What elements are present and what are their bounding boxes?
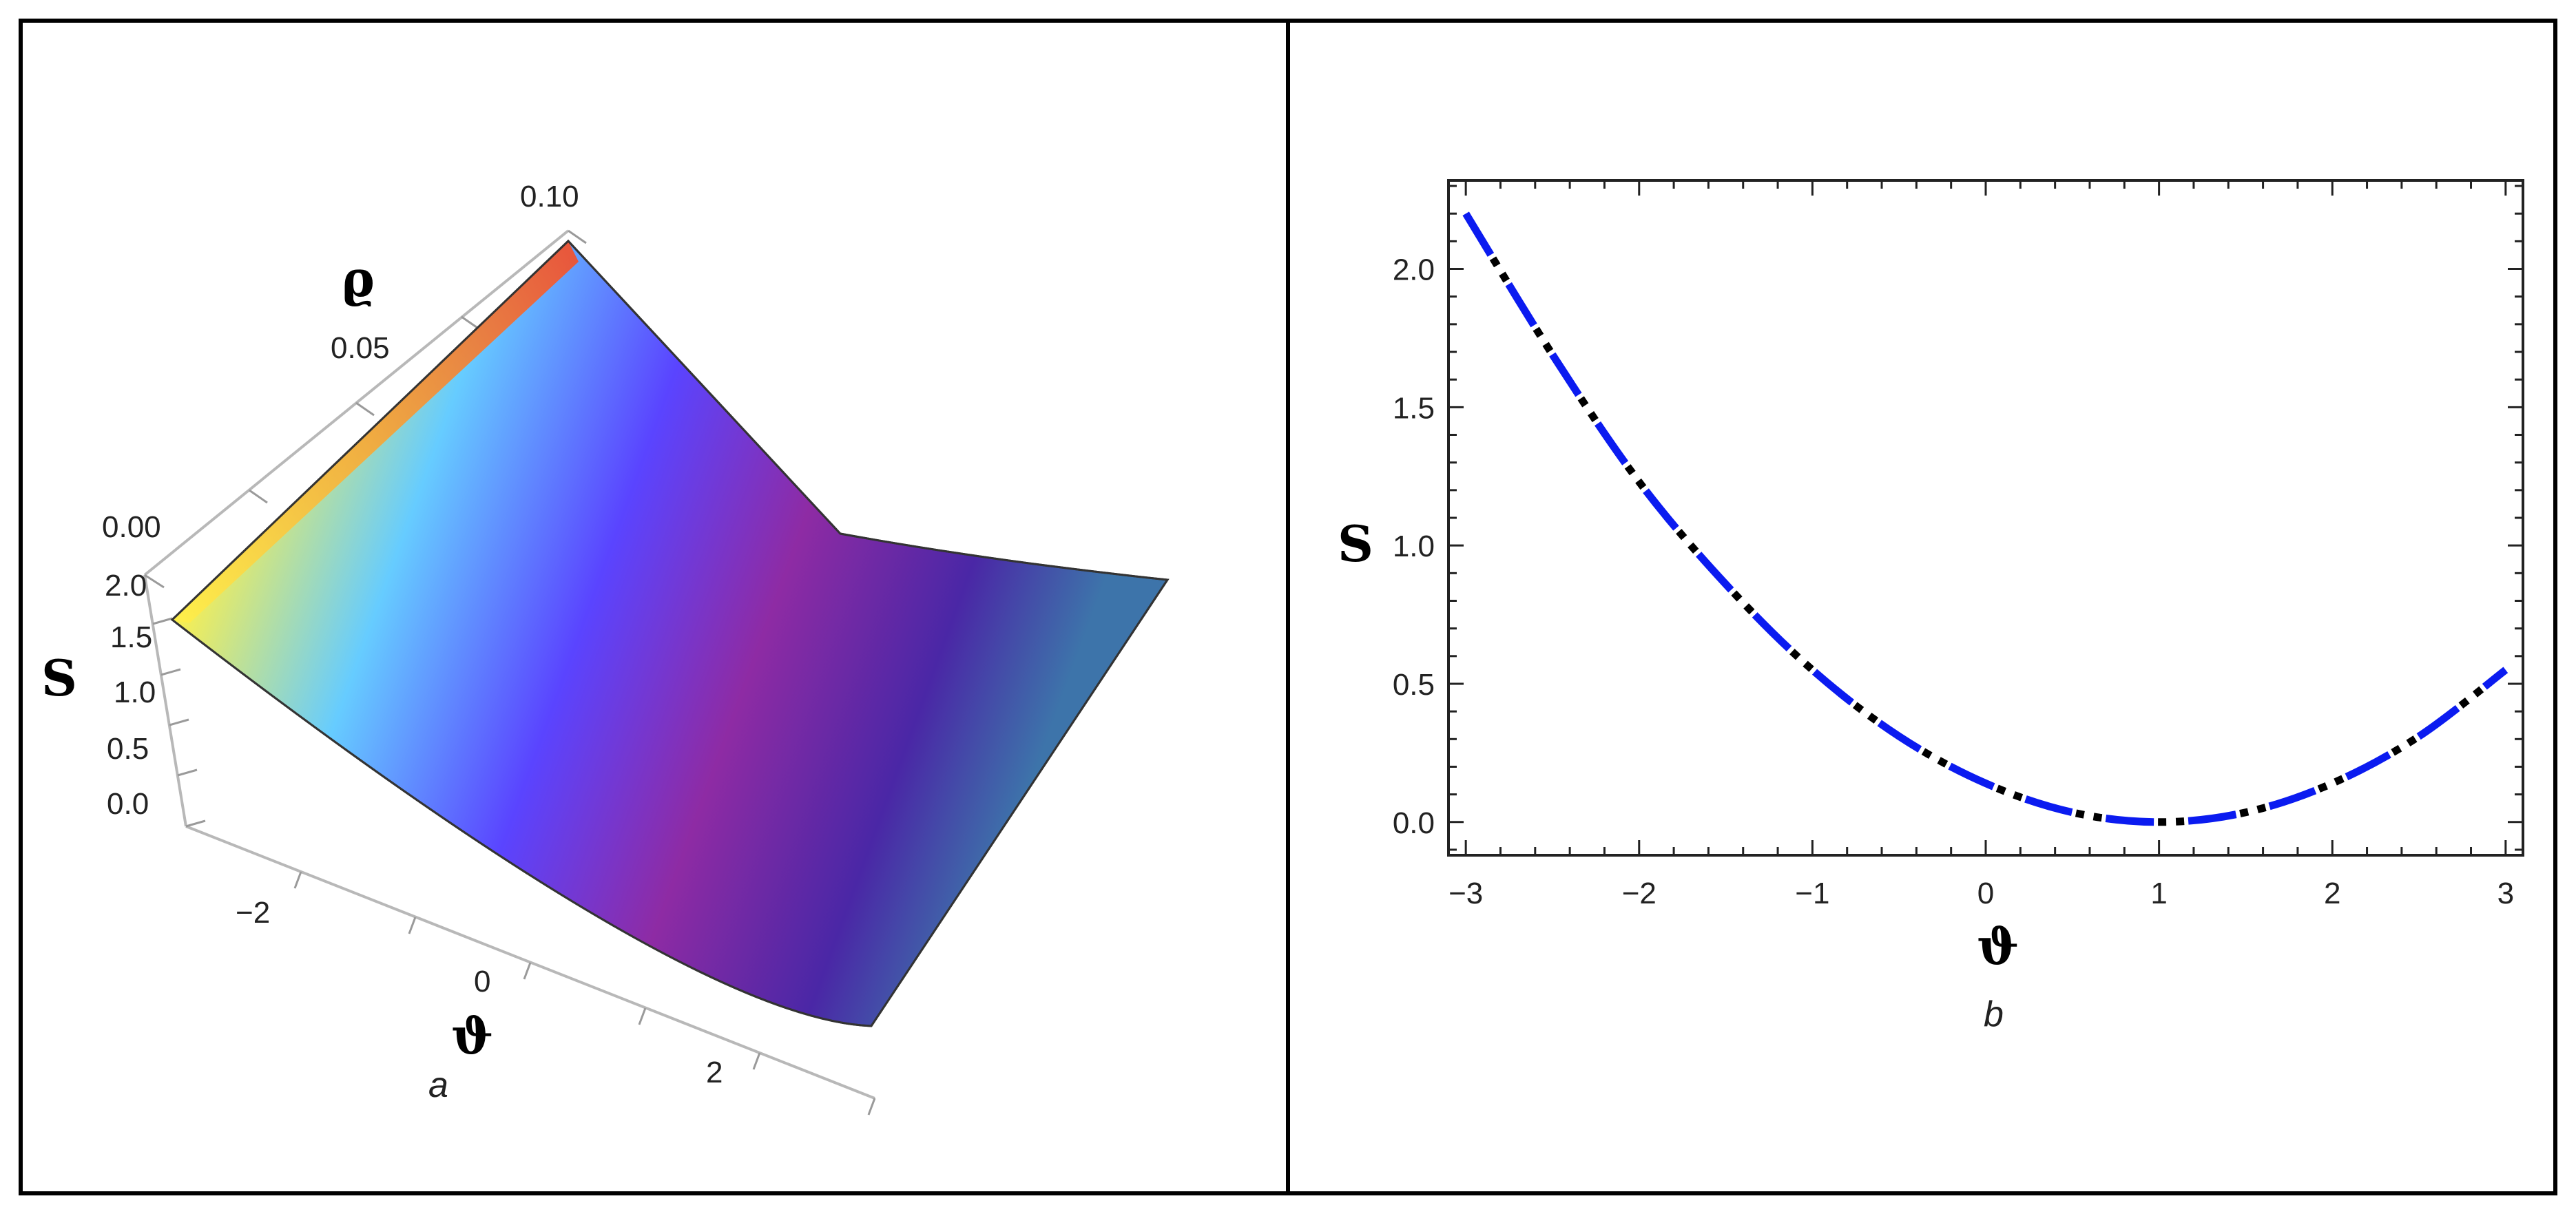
y-tick-label: 0.10 xyxy=(520,180,579,213)
y-axis-label: S xyxy=(1338,514,1373,573)
panel-a: 0.10 0.05 0.00 2.0 1.5 1.0 0.5 0.0 −2 0 … xyxy=(41,180,1170,1116)
series-curve-black-dots xyxy=(1462,211,2509,826)
y-axis-label: ϱ xyxy=(342,249,375,308)
panel-label: a xyxy=(428,1065,448,1105)
x-tick-label: −2 xyxy=(1622,877,1656,910)
y-tick-label: 0.00 xyxy=(102,510,161,544)
surface-outline xyxy=(170,239,1170,1027)
y-tick-labels: 0.0 0.5 1.0 1.5 2.0 xyxy=(1393,253,1435,840)
y-tick-label: 0.5 xyxy=(1393,668,1435,702)
series-curve-blue-dashes xyxy=(1462,211,2509,826)
z-tick-label: 1.0 xyxy=(114,676,156,709)
x-tick-label: 2 xyxy=(706,1056,723,1089)
panel-a-z-ticks xyxy=(152,617,206,828)
y-tick-label: 1.5 xyxy=(1393,391,1435,425)
y-tick-label: 0.0 xyxy=(1393,806,1435,840)
panel-a-y-ticks xyxy=(144,229,587,589)
x-tick-label: 3 xyxy=(2497,877,2514,910)
x-tick-label: 0 xyxy=(474,965,490,998)
x-tick-label: 1 xyxy=(2150,877,2167,910)
x-tick-label: 2 xyxy=(2324,877,2340,910)
z-tick-label: 1.5 xyxy=(110,620,152,654)
panel-a-x-ticks xyxy=(293,871,876,1116)
surface xyxy=(170,239,1170,1027)
panel-label: b xyxy=(1984,994,2004,1034)
x-axis-label: ϑ xyxy=(451,1007,493,1065)
x-tick-label: −1 xyxy=(1795,877,1829,910)
x-tick-labels: −3 −2 −1 0 1 2 3 xyxy=(1448,877,2514,910)
x-axis-label: ϑ xyxy=(1977,917,2019,976)
z-tick-label: 2.0 xyxy=(105,569,147,603)
x-tick-label: 0 xyxy=(1977,877,1994,910)
x-tick-label: −2 xyxy=(236,896,270,930)
z-tick-label: 0.0 xyxy=(107,787,149,821)
y-tick-label: 1.0 xyxy=(1393,530,1435,563)
panel-b: −3 −2 −1 0 1 2 3 0.0 0.5 1.0 1.5 2.0 ϑ S b xyxy=(1338,179,2524,1034)
surface-back-edge-band xyxy=(172,241,579,623)
x-tick-label: −3 xyxy=(1448,877,1483,910)
plot-frame xyxy=(1447,179,2524,857)
y-tick-label: 2.0 xyxy=(1393,253,1435,287)
panel-b-ticks xyxy=(1448,180,2523,855)
z-axis-label: S xyxy=(41,649,77,707)
y-tick-label: 0.05 xyxy=(331,331,390,365)
z-tick-label: 0.5 xyxy=(107,732,149,766)
